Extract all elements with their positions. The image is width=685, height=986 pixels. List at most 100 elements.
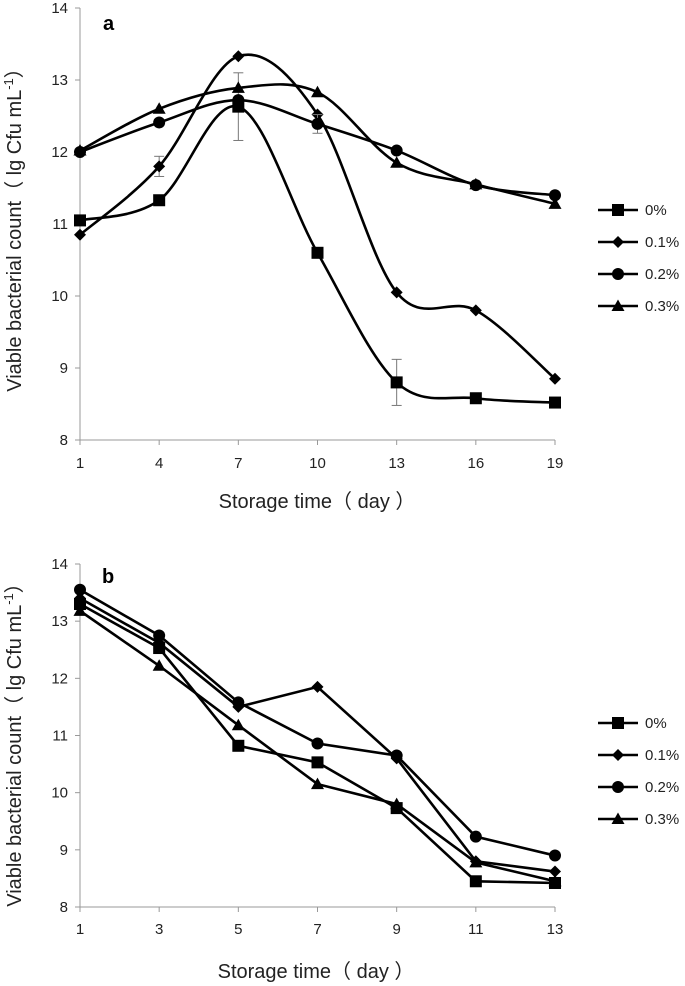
legend-item: 0%: [598, 202, 667, 219]
panel-a-label: a: [103, 13, 115, 35]
data-point: [74, 592, 86, 605]
legend-label: 0.2%: [645, 266, 679, 283]
legend-marker: [612, 781, 624, 793]
series-0-3pct: [73, 81, 562, 209]
chart-panel-a: a Viable bacterial count（ lg Cfu mL-1） S…: [1, 0, 679, 513]
y-tick-label: 13: [51, 72, 68, 89]
series-0-2pct: [74, 583, 561, 862]
data-point: [74, 214, 86, 227]
x-tick-label: 4: [155, 455, 163, 472]
chart-panel-b: b Viable bacterial count（ lg Cfu mL-1） S…: [1, 556, 679, 983]
series-line: [79, 597, 556, 873]
x-tick-label: 5: [234, 921, 242, 938]
data-point: [232, 50, 245, 63]
panel-b-y-axis-title: Viable bacterial count（ lg Cfu mL-1）: [1, 573, 26, 907]
x-tick-label: 9: [392, 921, 400, 938]
legend-marker: [611, 812, 625, 824]
x-tick-label: 13: [547, 921, 564, 938]
x-tick-label: 16: [467, 455, 484, 472]
data-point: [548, 874, 562, 887]
data-point: [232, 739, 245, 752]
legend-label: 0%: [645, 715, 667, 732]
data-point: [231, 718, 245, 731]
legend-label: 0.2%: [645, 779, 679, 796]
series-line: [79, 53, 556, 380]
data-point: [390, 156, 404, 168]
legend-item: 0.2%: [598, 266, 679, 283]
data-point: [549, 849, 561, 862]
data-point: [390, 286, 403, 299]
legend-item: 0%: [598, 715, 667, 732]
data-point: [311, 117, 324, 130]
series-line: [79, 588, 556, 857]
panel-a-x-axis-title: Storage time（ day ）: [219, 490, 416, 513]
legend-marker: [612, 268, 624, 280]
data-point: [390, 144, 403, 157]
data-point: [390, 797, 404, 810]
legend-label: 0.1%: [645, 747, 679, 764]
legend-marker: [612, 236, 624, 248]
data-point: [231, 81, 245, 93]
data-point: [469, 855, 483, 868]
y-tick-label: 13: [51, 613, 68, 630]
data-point: [311, 777, 324, 790]
panel-b-x-axis-title: Storage time（ day ）: [218, 960, 415, 983]
data-point: [152, 102, 166, 114]
panel-b-label: b: [102, 566, 114, 588]
data-point: [548, 197, 562, 209]
data-point: [469, 830, 482, 843]
data-point: [311, 680, 324, 693]
data-point: [469, 392, 482, 405]
series-0pct: [74, 72, 561, 409]
data-point: [153, 160, 166, 173]
legend-marker: [611, 299, 625, 311]
data-point: [549, 372, 561, 385]
data-point: [469, 875, 482, 888]
x-tick-label: 1: [76, 921, 84, 938]
legend-item: 0.3%: [598, 298, 679, 315]
legend-label: 0.3%: [645, 811, 679, 828]
data-point: [469, 177, 483, 190]
x-tick-label: 13: [388, 455, 405, 472]
y-tick-label: 14: [51, 556, 68, 573]
y-tick-label: 10: [51, 785, 68, 802]
x-tick-label: 7: [234, 455, 242, 472]
data-point: [549, 396, 561, 409]
data-point: [153, 629, 166, 642]
y-tick-label: 9: [60, 360, 68, 377]
data-point: [390, 376, 403, 389]
y-tick-label: 12: [51, 144, 68, 161]
legend-item: 0.2%: [598, 779, 679, 796]
x-tick-label: 3: [155, 921, 163, 938]
legend-marker: [612, 717, 624, 729]
x-tick-label: 10: [309, 455, 326, 472]
data-point: [549, 189, 561, 202]
data-point: [549, 865, 561, 878]
legend-marker: [612, 749, 624, 761]
y-tick-label: 12: [51, 670, 68, 687]
data-point: [74, 583, 86, 596]
y-tick-label: 14: [51, 0, 68, 17]
data-point: [311, 737, 324, 750]
series-line: [79, 83, 556, 206]
data-point: [152, 659, 166, 671]
panel-a-y-axis-title: Viable bacterial count（ lg Cfu mL-1）: [1, 58, 26, 392]
data-point: [74, 228, 86, 241]
y-tick-label: 8: [60, 899, 68, 916]
series-0-1pct: [74, 592, 561, 878]
data-point: [469, 304, 482, 317]
y-tick-label: 10: [51, 288, 68, 305]
data-point: [232, 94, 245, 107]
x-tick-label: 19: [547, 455, 564, 472]
data-point: [390, 749, 403, 762]
y-tick-label: 11: [52, 216, 68, 233]
legend-label: 0%: [645, 202, 667, 219]
data-point: [311, 85, 324, 98]
legend-marker: [612, 204, 624, 216]
x-tick-label: 7: [313, 921, 321, 938]
legend-label: 0.3%: [645, 298, 679, 315]
x-tick-label: 11: [468, 921, 484, 938]
y-tick-label: 11: [52, 728, 68, 745]
data-point: [232, 696, 245, 709]
